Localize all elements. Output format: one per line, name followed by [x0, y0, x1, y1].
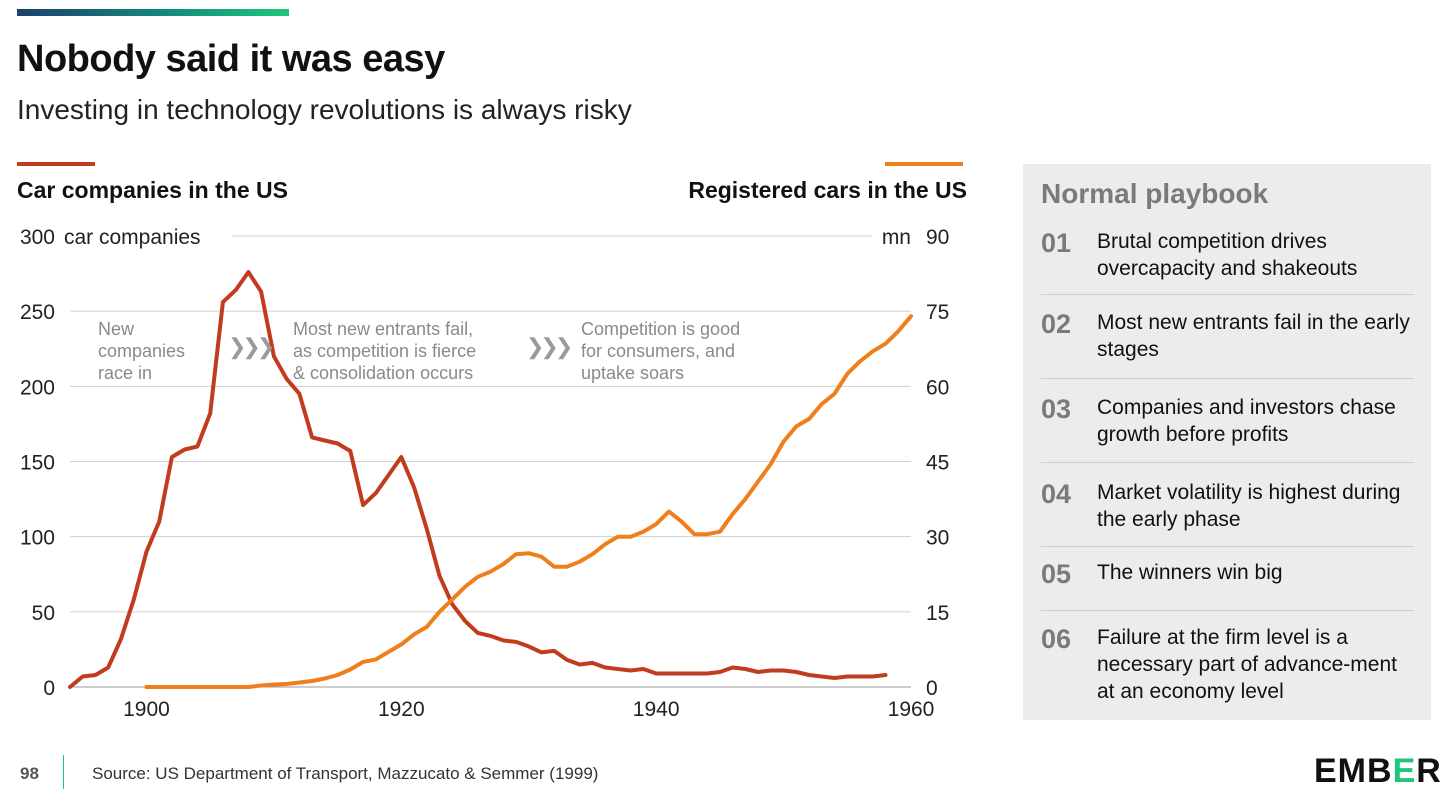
playbook-item-number: 06 [1041, 624, 1072, 654]
x-tick-label: 1900 [123, 698, 170, 721]
x-tick-label: 1940 [633, 698, 680, 721]
left-series-title: Car companies in the US [17, 177, 288, 203]
left-tick-label: 250 [20, 301, 55, 324]
car-companies-line [68, 270, 888, 689]
chevrons-icon: ❯❯❯ [526, 334, 573, 359]
playbook-item-number: 04 [1041, 479, 1072, 509]
left-axis-unit: car companies [64, 226, 201, 249]
right-tick-label: 0 [926, 677, 938, 700]
right-tick-label: 45 [926, 452, 949, 475]
playbook-panel: Normal playbook 01 Brutal competition dr… [1023, 164, 1431, 720]
divider [1041, 462, 1414, 463]
registered-swatch [885, 162, 963, 166]
source-note: Source: US Department of Transport, Mazz… [92, 764, 599, 783]
page-title: Nobody said it was easy [17, 38, 445, 80]
accent-bar [17, 9, 289, 16]
playbook-title: Normal playbook [1041, 178, 1269, 209]
playbook-item-number: 01 [1041, 228, 1072, 258]
left-tick-label: 150 [20, 452, 55, 475]
left-tick-label: 200 [20, 376, 55, 399]
playbook-item-text: Brutal competition drives overcapacity a… [1097, 230, 1358, 280]
right-tick-label: 15 [926, 602, 949, 625]
chevrons-icon: ❯❯❯ [228, 334, 275, 359]
companies-swatch [17, 162, 95, 166]
x-tick-label: 1960 [888, 698, 935, 721]
right-axis-unit: mn [882, 226, 911, 249]
left-tick-label: 50 [32, 602, 55, 625]
divider [1041, 378, 1414, 379]
left-tick-label: 0 [43, 677, 55, 700]
page-subtitle: Investing in technology revolutions is a… [17, 94, 632, 125]
divider [1041, 610, 1414, 611]
playbook-item-number: 03 [1041, 394, 1072, 424]
right-series-title: Registered cars in the US [688, 177, 967, 203]
left-tick-label: 100 [20, 527, 55, 550]
annotation-phase-3: Competition is good for consumers, and u… [581, 319, 741, 383]
right-tick-label: 90 [926, 226, 949, 249]
playbook-item-text: Failure at the firm level is a necessary… [1097, 626, 1397, 703]
divider [1041, 294, 1414, 295]
playbook-item-text: Companies and investors chase growth bef… [1097, 396, 1396, 446]
registered-cars-line [144, 314, 913, 689]
playbook-item-text: The winners win big [1097, 561, 1283, 584]
line-chart: 0 50 100 150 200 250 300 car companies mn 0 15 30 45… [20, 226, 949, 721]
x-tick-label: 1920 [378, 698, 425, 721]
right-tick-label: 30 [926, 527, 949, 550]
right-tick-label: 75 [926, 301, 949, 324]
playbook-item-text: Market volatility is highest during the … [1097, 481, 1401, 531]
left-tick-label: 300 [20, 226, 55, 249]
annotation-phase-1: New companies race in [98, 319, 186, 383]
right-tick-label: 60 [926, 376, 949, 399]
footer-divider [63, 755, 64, 789]
playbook-item-text: Most new entrants fail in the early stag… [1097, 311, 1410, 361]
playbook-item-number: 02 [1041, 309, 1072, 339]
annotation-phase-2: Most new entrants fail, as competition i… [293, 319, 477, 383]
playbook-item-number: 05 [1041, 559, 1072, 589]
page-number: 98 [20, 764, 39, 783]
ember-logo: EMBER [1314, 752, 1442, 790]
divider [1041, 546, 1414, 547]
